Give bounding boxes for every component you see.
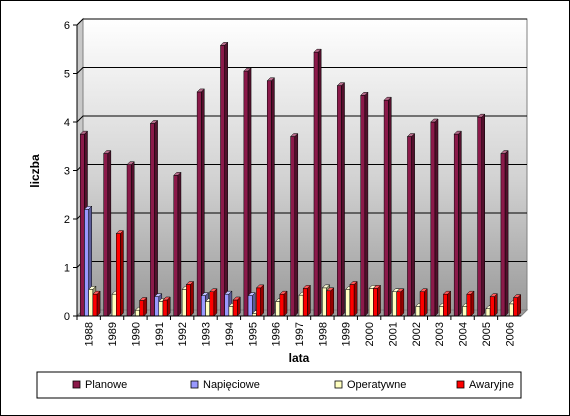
bar xyxy=(396,288,405,317)
axes xyxy=(73,24,521,320)
x-tick-label: 2002 xyxy=(411,322,423,346)
bar xyxy=(219,41,229,317)
x-tick-label: 1993 xyxy=(201,322,213,346)
x-tick-label: 2000 xyxy=(364,322,376,346)
bar xyxy=(149,119,159,317)
bar xyxy=(489,292,498,317)
legend-box xyxy=(36,371,522,399)
bar xyxy=(247,292,256,317)
bar xyxy=(196,88,205,317)
y-tick-label: 1 xyxy=(64,263,70,275)
bar xyxy=(103,149,112,317)
x-tick-label: 2006 xyxy=(504,322,516,346)
bar xyxy=(336,82,346,317)
legend-swatch xyxy=(190,380,199,389)
x-tick-label: 1998 xyxy=(317,322,329,346)
x-tick-label: 2001 xyxy=(387,322,399,346)
bar xyxy=(383,96,392,317)
bar xyxy=(232,296,241,317)
x-tick-label: 1991 xyxy=(154,322,166,346)
legend-label: Awaryjne xyxy=(469,379,514,391)
bar xyxy=(442,290,452,317)
x-tick-label: 1992 xyxy=(177,322,189,346)
x-tick-label: 1989 xyxy=(107,322,119,346)
bar xyxy=(430,118,439,317)
bar xyxy=(372,284,382,317)
bar xyxy=(255,284,265,317)
legend-swatch xyxy=(334,380,343,389)
bar xyxy=(173,171,182,317)
bar xyxy=(92,290,101,317)
bar xyxy=(476,113,486,317)
legend-swatch xyxy=(456,380,465,389)
bar xyxy=(406,132,416,317)
legend-label: Planowe xyxy=(85,379,127,391)
legend: Planowe Napięciowe Operatywne Awaryjne xyxy=(36,371,522,399)
x-tick-label: 1997 xyxy=(294,322,306,346)
bar xyxy=(313,48,322,317)
bar xyxy=(349,280,358,317)
x-tick-labels: 1988 1989 1990 1991 1992 1993 1994 1995 1996 1997… xyxy=(84,322,517,346)
bar xyxy=(266,77,276,317)
y-tick-labels: 0 1 2 3 4 5 6 xyxy=(64,20,70,323)
bar xyxy=(185,280,195,317)
bar xyxy=(289,132,299,317)
bar xyxy=(419,288,428,317)
y-tick-label: 0 xyxy=(64,311,70,323)
x-tick-label: 2003 xyxy=(434,322,446,346)
bar xyxy=(512,293,522,317)
bar xyxy=(126,161,135,317)
bar xyxy=(453,130,462,317)
gridline xyxy=(76,67,527,74)
y-tick-label: 5 xyxy=(64,69,70,81)
gridline xyxy=(76,18,527,26)
x-tick-label: 1995 xyxy=(247,322,259,346)
x-tick-label: 1996 xyxy=(271,322,283,346)
x-tick-label: 1999 xyxy=(341,322,353,346)
bar xyxy=(325,287,335,317)
bars xyxy=(79,41,522,317)
bar xyxy=(139,296,148,317)
x-tick-label: 1994 xyxy=(224,322,236,346)
y-tick-label: 3 xyxy=(64,166,70,178)
bar xyxy=(162,296,171,317)
x-tick-label: 2005 xyxy=(481,322,493,346)
legend-label: Operatywne xyxy=(347,379,406,391)
y-tick-label: 6 xyxy=(64,20,70,32)
bar xyxy=(209,288,218,317)
y-tick-label: 4 xyxy=(64,117,70,129)
bar xyxy=(279,290,288,317)
bar xyxy=(360,91,369,317)
x-tick-label: 1988 xyxy=(84,322,96,346)
x-axis-title: lata xyxy=(289,351,310,365)
bar xyxy=(243,67,252,317)
x-tick-label: 1990 xyxy=(130,322,142,346)
bar xyxy=(302,284,312,317)
legend-swatch xyxy=(72,380,81,389)
y-tick-label: 2 xyxy=(64,214,70,226)
bar xyxy=(115,229,125,317)
gridline xyxy=(76,115,527,123)
y-axis-title: liczba xyxy=(28,154,42,188)
bar xyxy=(466,290,475,317)
bar xyxy=(500,149,509,317)
x-tick-label: 2004 xyxy=(458,322,470,346)
legend-label: Napięciowe xyxy=(203,379,260,391)
